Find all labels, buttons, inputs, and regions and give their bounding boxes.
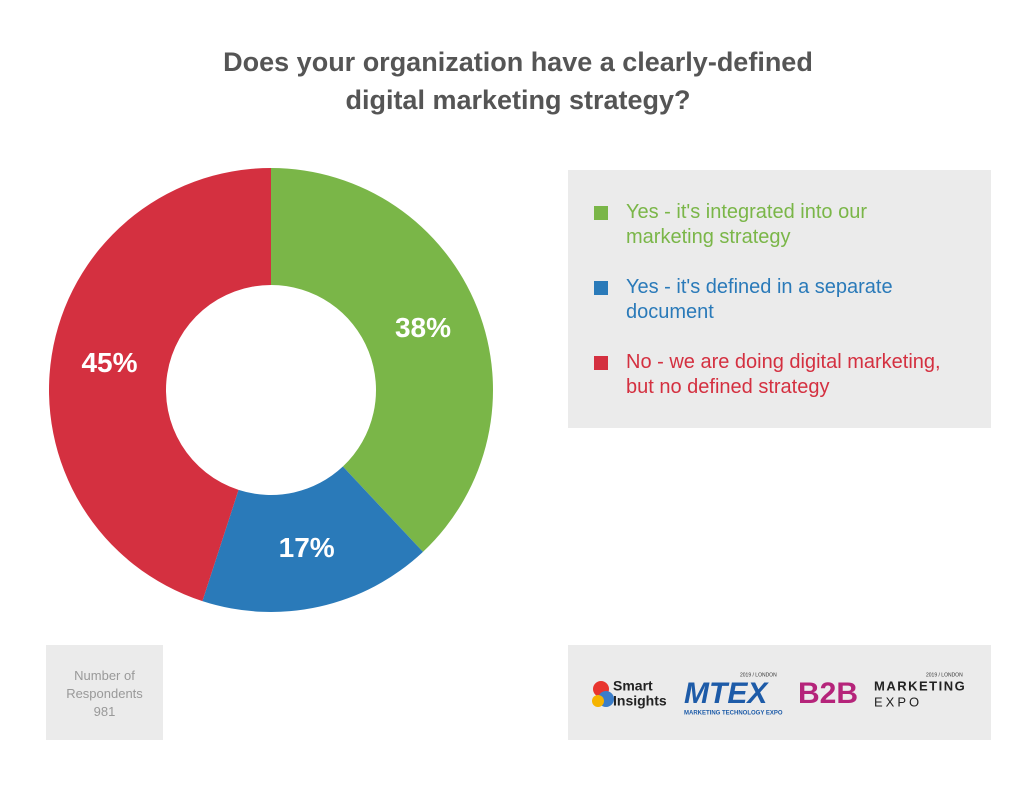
data-label: 45%	[81, 347, 137, 378]
logo-text: MARKETING TECHNOLOGY EXPO	[684, 711, 783, 717]
logo-text: EXPO	[874, 694, 922, 709]
title-line: Does your organization have a clearly-de…	[223, 47, 813, 77]
logo-text: MARKETING	[874, 678, 966, 693]
legend: Yes - it's integrated into our marketing…	[568, 170, 991, 428]
logo-text: 2019 / LONDON	[740, 672, 777, 678]
chart-title: Does your organization have a clearly-de…	[0, 43, 1036, 119]
legend-swatch	[594, 281, 608, 295]
respondents-label: Number of Respondents	[66, 668, 143, 701]
donut-slice	[49, 168, 271, 602]
logo-text: MTEX	[684, 677, 769, 710]
donut-slice	[202, 466, 423, 612]
data-label: 38%	[395, 312, 451, 343]
legend-item: Yes - it's integrated into our marketing…	[594, 200, 954, 250]
legend-label: No - we are doing digital marketing, but…	[626, 351, 941, 398]
respondents-value: 981	[93, 704, 116, 719]
legend-item: Yes - it's defined in a separate documen…	[594, 275, 954, 325]
logos: Smart Insights 2019 / LONDON MTEX MARKET…	[592, 672, 966, 717]
logos-box: Smart Insights 2019 / LONDON MTEX MARKET…	[568, 645, 991, 740]
legend-item: No - we are doing digital marketing, but…	[594, 350, 954, 400]
data-label: 17%	[279, 532, 335, 563]
legend-swatch	[594, 356, 608, 370]
logo-text: Smart	[613, 678, 653, 694]
donut-slice	[271, 168, 494, 552]
logo-text: Insights	[613, 693, 667, 709]
logo-text: B2B	[798, 677, 858, 710]
logo-text: 2019 / LONDON	[926, 672, 963, 678]
donut-chart: 38% 17% 45%	[49, 168, 494, 612]
legend-swatch	[594, 206, 608, 220]
logo-mark	[592, 695, 604, 707]
respondents-box: Number of Respondents 981	[46, 645, 163, 740]
legend-label: Yes - it's defined in a separate documen…	[626, 276, 893, 323]
legend-label: Yes - it's integrated into our marketing…	[626, 201, 867, 248]
title-line: digital marketing strategy?	[345, 85, 691, 115]
